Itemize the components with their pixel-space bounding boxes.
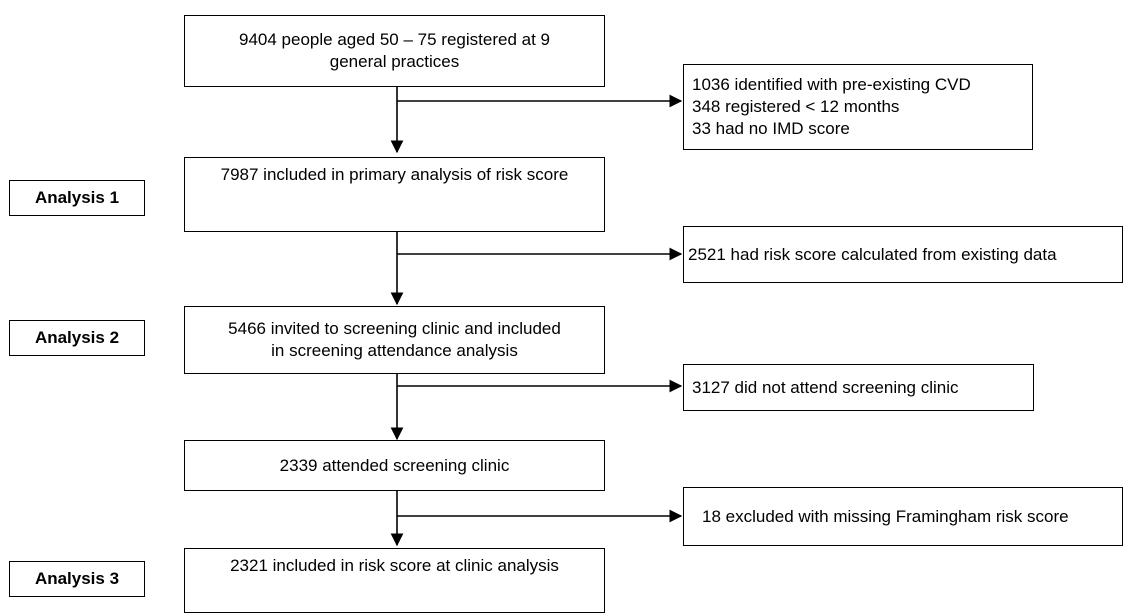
exclusion1-line-2: 348 registered < 12 months — [692, 97, 900, 116]
exclusion4-line-1: 18 excluded with missing Framingham risk… — [702, 506, 1069, 526]
start-box: 9404 people aged 50 – 75 registered at 9… — [184, 15, 605, 87]
analysis-3-label: Analysis 3 — [9, 561, 145, 597]
attended-line-1: 2339 attended screening clinic — [279, 455, 510, 475]
exclusion4-box: 18 excluded with missing Framingham risk… — [683, 487, 1123, 546]
primary-box: 7987 included in primary analysis of ris… — [184, 157, 605, 232]
start-line-2: general practices — [329, 52, 460, 71]
attended-box: 2339 attended screening clinic — [184, 440, 605, 491]
invited-box: 5466 invited to screening clinic and inc… — [184, 306, 605, 374]
exclusion3-line-1: 3127 did not attend screening clinic — [692, 377, 959, 397]
exclusion1-line-1: 1036 identified with pre-existing CVD — [692, 75, 971, 94]
final-line-1: 2321 included in risk score at clinic an… — [230, 556, 559, 575]
analysis-1-label: Analysis 1 — [9, 180, 145, 216]
exclusion2-box: 2521 had risk score calculated from exis… — [683, 226, 1123, 283]
exclusion3-box: 3127 did not attend screening clinic — [683, 364, 1034, 411]
invited-line-2: in screening attendance analysis — [271, 341, 518, 360]
final-box: 2321 included in risk score at clinic an… — [184, 548, 605, 613]
exclusion1-box: 1036 identified with pre-existing CVD 34… — [683, 64, 1033, 150]
exclusion1-line-3: 33 had no IMD score — [692, 119, 850, 138]
invited-line-1: 5466 invited to screening clinic and inc… — [228, 319, 561, 338]
primary-line-1: 7987 included in primary analysis of ris… — [220, 165, 569, 184]
analysis-2-label: Analysis 2 — [9, 320, 145, 356]
exclusion2-line-1: 2521 had risk score calculated from exis… — [688, 244, 1057, 264]
start-line-1: 9404 people aged 50 – 75 registered at 9 — [239, 30, 550, 49]
